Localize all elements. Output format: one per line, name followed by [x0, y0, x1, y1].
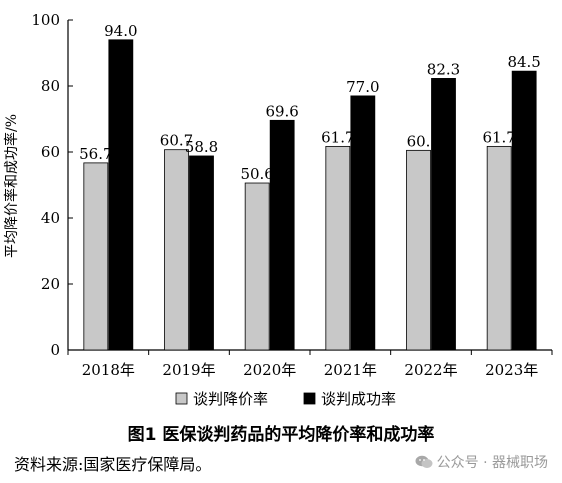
- chart-axes: 0 20 40 60 80 100 2018年 2019年 2020年 2021年 2022年 202…: [31, 11, 553, 379]
- data-label: 77.0: [346, 78, 379, 96]
- data-label: 61.7: [482, 128, 515, 146]
- bar-success-rate: [108, 39, 134, 351]
- y-tick-label: 40: [41, 209, 60, 227]
- y-tick-label: 0: [50, 341, 60, 359]
- source-note: 资料来源:国家医疗保障局。: [14, 455, 212, 474]
- x-tick-label: 2019年: [162, 361, 215, 379]
- bar-success-rate: [431, 78, 456, 351]
- bar-price-cut-rate: [244, 182, 270, 351]
- data-label: 60.: [407, 132, 431, 150]
- bar-success-rate: [511, 70, 537, 351]
- bar-success-rate: [189, 155, 214, 351]
- figure-caption: 图1 医保谈判药品的平均降价率和成功率: [127, 425, 435, 445]
- x-tick-label: 2018年: [82, 361, 135, 379]
- y-tick-label: 100: [31, 11, 60, 29]
- bar-price-cut-rate: [406, 149, 431, 351]
- y-tick-label: 20: [41, 275, 60, 293]
- bar-price-cut-rate: [325, 145, 351, 351]
- watermark-text: 公众号 · 器械职场: [436, 455, 548, 471]
- bar-success-rate: [350, 95, 376, 351]
- y-tick-label: 60: [41, 143, 60, 161]
- x-tick-label: 2022年: [404, 361, 457, 379]
- legend-swatch: [175, 392, 188, 405]
- data-label: 58.8: [185, 138, 218, 156]
- data-label: 84.5: [507, 53, 540, 71]
- data-label: 82.3: [427, 60, 460, 78]
- legend-label: 谈判降价率: [193, 390, 268, 408]
- chart-legend: 谈判降价率 谈判成功率: [175, 390, 396, 408]
- data-label: 94.0: [104, 22, 137, 40]
- legend-swatch: [303, 392, 316, 405]
- chart-bars: 56.7 60.7 50.6 61.7 60. 61.7 94.0 58.8 69.6 77.0 8…: [79, 22, 541, 351]
- data-label: 50.6: [240, 165, 273, 183]
- data-label: 69.6: [265, 102, 298, 120]
- wechat-icon: [415, 455, 433, 468]
- x-tick-label: 2021年: [324, 361, 377, 379]
- bar-price-cut-rate: [164, 149, 189, 351]
- bar-success-rate: [269, 119, 295, 351]
- data-label: 56.7: [79, 145, 112, 163]
- bar-price-cut-rate: [486, 145, 512, 351]
- x-tick-label: 2020年: [243, 361, 296, 379]
- y-axis-label: 平均降价率和成功率/%: [3, 114, 20, 258]
- y-tick-label: 80: [41, 77, 60, 95]
- bar-chart: 0 20 40 60 80 100 2018年 2019年 2020年 2021年 2022年 202…: [3, 11, 553, 408]
- data-label: 61.7: [321, 128, 354, 146]
- bar-price-cut-rate: [83, 162, 109, 351]
- x-tick-label: 2023年: [485, 361, 538, 379]
- watermark: 公众号 · 器械职场: [415, 452, 548, 472]
- data-label: 60.7: [160, 132, 193, 150]
- legend-label: 谈判成功率: [321, 390, 396, 408]
